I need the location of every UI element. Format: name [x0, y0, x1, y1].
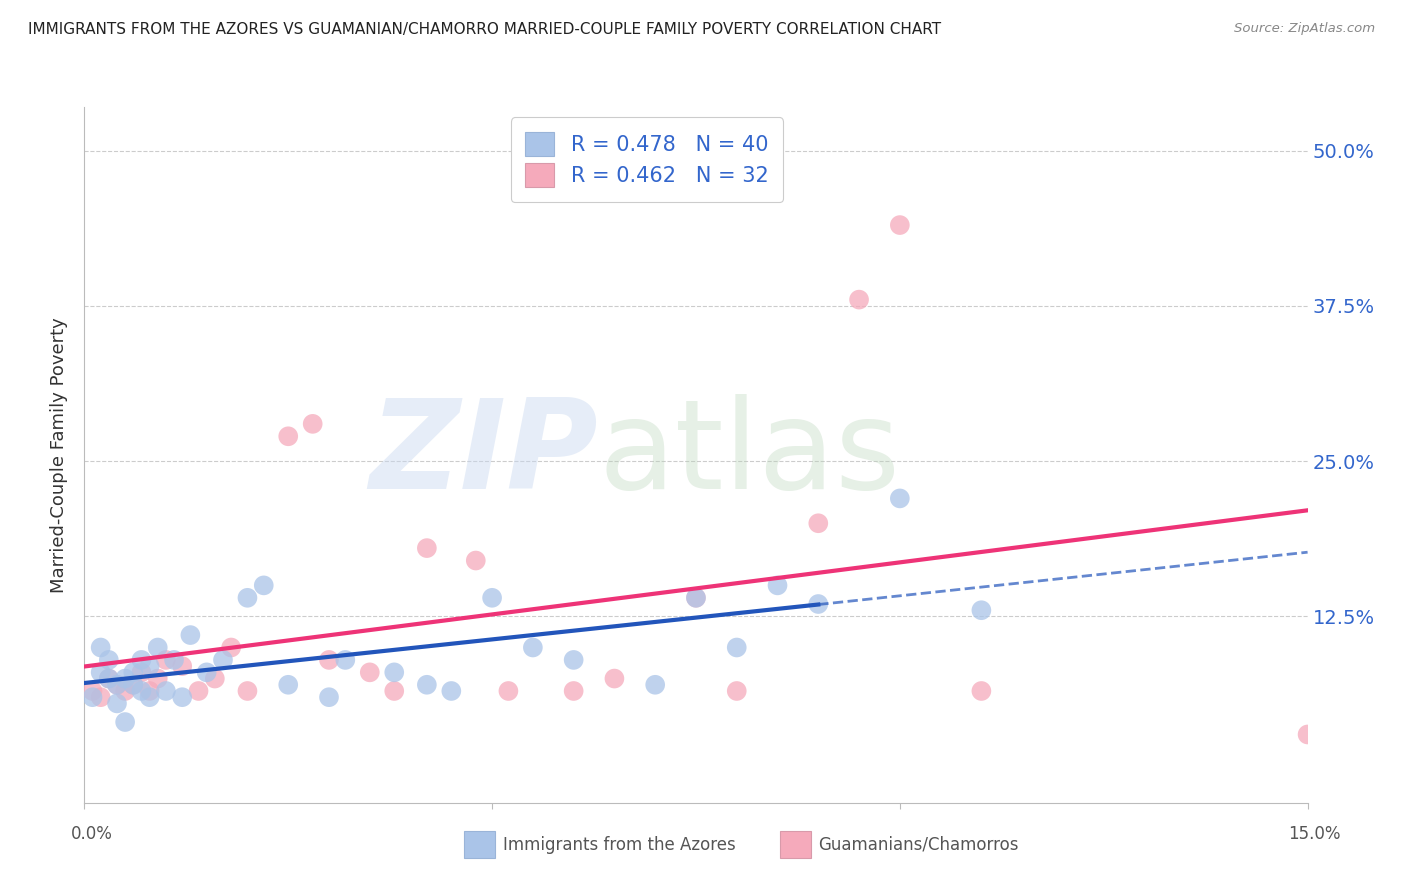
Point: [277, 678, 299, 692]
Point: [155, 653, 177, 667]
Point: [146, 672, 169, 686]
Point: [172, 659, 194, 673]
Text: 0.0%: 0.0%: [70, 825, 112, 843]
Point: [481, 591, 503, 605]
Point: [97, 653, 120, 667]
Point: [105, 678, 128, 692]
Point: [138, 659, 160, 673]
Point: [253, 578, 276, 592]
Point: [114, 672, 136, 686]
Point: [138, 690, 160, 705]
Point: [212, 653, 235, 667]
Point: [889, 491, 911, 506]
Point: [382, 665, 405, 680]
Point: [889, 218, 911, 232]
Point: [90, 640, 112, 655]
Point: [97, 672, 120, 686]
Point: [685, 591, 707, 605]
Point: [179, 628, 201, 642]
Text: Guamanians/Chamorros: Guamanians/Chamorros: [818, 836, 1019, 854]
Point: [122, 678, 145, 692]
Point: [522, 640, 544, 655]
Point: [105, 678, 128, 692]
Point: [155, 684, 177, 698]
Point: [807, 597, 830, 611]
Point: [359, 665, 381, 680]
Text: 15.0%: 15.0%: [1288, 825, 1341, 843]
Point: [82, 684, 104, 698]
Legend: R = 0.478   N = 40, R = 0.462   N = 32: R = 0.478 N = 40, R = 0.462 N = 32: [510, 118, 783, 202]
Point: [114, 714, 136, 729]
Point: [1296, 727, 1319, 741]
Text: IMMIGRANTS FROM THE AZORES VS GUAMANIAN/CHAMORRO MARRIED-COUPLE FAMILY POVERTY C: IMMIGRANTS FROM THE AZORES VS GUAMANIAN/…: [28, 22, 941, 37]
Point: [562, 653, 585, 667]
Point: [163, 653, 186, 667]
Point: [97, 672, 120, 686]
Point: [146, 640, 169, 655]
Point: [382, 684, 405, 698]
Point: [131, 665, 153, 680]
Point: [236, 591, 259, 605]
Point: [122, 678, 145, 692]
Point: [416, 678, 439, 692]
Y-axis label: Married-Couple Family Poverty: Married-Couple Family Poverty: [51, 317, 69, 593]
Point: [970, 603, 993, 617]
Point: [335, 653, 357, 667]
Point: [725, 640, 748, 655]
Point: [82, 690, 104, 705]
Text: Immigrants from the Azores: Immigrants from the Azores: [503, 836, 737, 854]
Point: [195, 665, 218, 680]
Point: [90, 665, 112, 680]
Point: [105, 697, 128, 711]
Point: [685, 591, 707, 605]
Point: [562, 684, 585, 698]
Point: [172, 690, 194, 705]
Point: [416, 541, 439, 555]
Point: [498, 684, 520, 698]
Text: Source: ZipAtlas.com: Source: ZipAtlas.com: [1234, 22, 1375, 36]
Point: [138, 684, 160, 698]
Text: atlas: atlas: [598, 394, 900, 516]
Point: [318, 690, 340, 705]
Point: [440, 684, 463, 698]
Point: [277, 429, 299, 443]
Point: [318, 653, 340, 667]
Point: [187, 684, 209, 698]
Point: [725, 684, 748, 698]
Point: [644, 678, 666, 692]
Point: [603, 672, 626, 686]
Point: [301, 417, 323, 431]
Point: [236, 684, 259, 698]
Point: [848, 293, 870, 307]
Point: [131, 653, 153, 667]
Point: [970, 684, 993, 698]
Point: [90, 690, 112, 705]
Point: [122, 665, 145, 680]
Point: [219, 640, 242, 655]
Point: [807, 516, 830, 531]
Point: [464, 553, 486, 567]
Point: [766, 578, 789, 592]
Point: [131, 684, 153, 698]
Text: ZIP: ZIP: [370, 394, 598, 516]
Point: [114, 684, 136, 698]
Point: [204, 672, 226, 686]
